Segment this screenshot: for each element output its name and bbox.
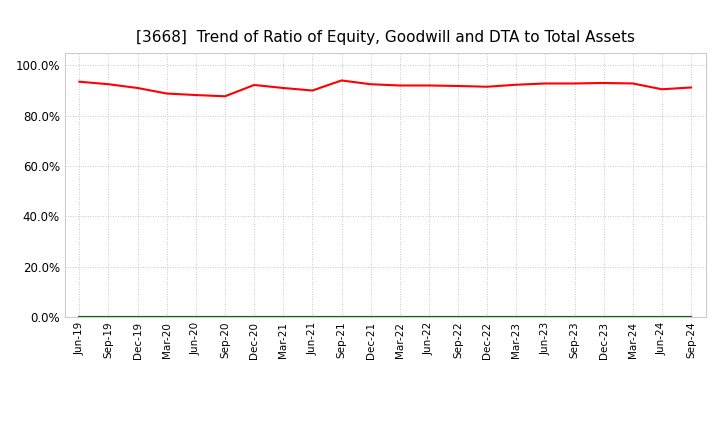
Deferred Tax Assets [133, 314, 142, 319]
Deferred Tax Assets [512, 314, 521, 319]
Goodwill [483, 314, 492, 319]
Deferred Tax Assets [570, 314, 579, 319]
Equity [133, 85, 142, 91]
Equity [425, 83, 433, 88]
Goodwill [454, 314, 462, 319]
Deferred Tax Assets [192, 314, 200, 319]
Deferred Tax Assets [75, 314, 84, 319]
Equity [395, 83, 404, 88]
Equity [220, 94, 229, 99]
Deferred Tax Assets [308, 314, 317, 319]
Equity [163, 91, 171, 96]
Deferred Tax Assets [250, 314, 258, 319]
Equity [687, 85, 696, 90]
Title: [3668]  Trend of Ratio of Equity, Goodwill and DTA to Total Assets: [3668] Trend of Ratio of Equity, Goodwil… [135, 29, 635, 45]
Equity [454, 83, 462, 88]
Equity [629, 81, 637, 86]
Goodwill [163, 314, 171, 319]
Deferred Tax Assets [687, 314, 696, 319]
Goodwill [133, 314, 142, 319]
Deferred Tax Assets [220, 314, 229, 319]
Goodwill [657, 314, 666, 319]
Goodwill [308, 314, 317, 319]
Goodwill [512, 314, 521, 319]
Goodwill [687, 314, 696, 319]
Equity [657, 87, 666, 92]
Deferred Tax Assets [366, 314, 375, 319]
Goodwill [104, 314, 113, 319]
Deferred Tax Assets [657, 314, 666, 319]
Deferred Tax Assets [629, 314, 637, 319]
Deferred Tax Assets [104, 314, 113, 319]
Equity [483, 84, 492, 89]
Goodwill [425, 314, 433, 319]
Deferred Tax Assets [483, 314, 492, 319]
Goodwill [366, 314, 375, 319]
Deferred Tax Assets [425, 314, 433, 319]
Equity [512, 82, 521, 88]
Equity [308, 88, 317, 93]
Equity [541, 81, 550, 86]
Equity [104, 81, 113, 87]
Line: Equity: Equity [79, 81, 691, 96]
Equity [337, 78, 346, 83]
Goodwill [629, 314, 637, 319]
Equity [250, 82, 258, 88]
Goodwill [250, 314, 258, 319]
Equity [279, 85, 287, 91]
Deferred Tax Assets [395, 314, 404, 319]
Goodwill [75, 314, 84, 319]
Deferred Tax Assets [337, 314, 346, 319]
Goodwill [279, 314, 287, 319]
Deferred Tax Assets [454, 314, 462, 319]
Deferred Tax Assets [599, 314, 608, 319]
Goodwill [599, 314, 608, 319]
Equity [192, 92, 200, 98]
Goodwill [192, 314, 200, 319]
Equity [599, 81, 608, 86]
Deferred Tax Assets [163, 314, 171, 319]
Equity [570, 81, 579, 86]
Goodwill [541, 314, 550, 319]
Goodwill [220, 314, 229, 319]
Goodwill [337, 314, 346, 319]
Equity [366, 81, 375, 87]
Equity [75, 79, 84, 84]
Deferred Tax Assets [279, 314, 287, 319]
Goodwill [570, 314, 579, 319]
Deferred Tax Assets [541, 314, 550, 319]
Goodwill [395, 314, 404, 319]
